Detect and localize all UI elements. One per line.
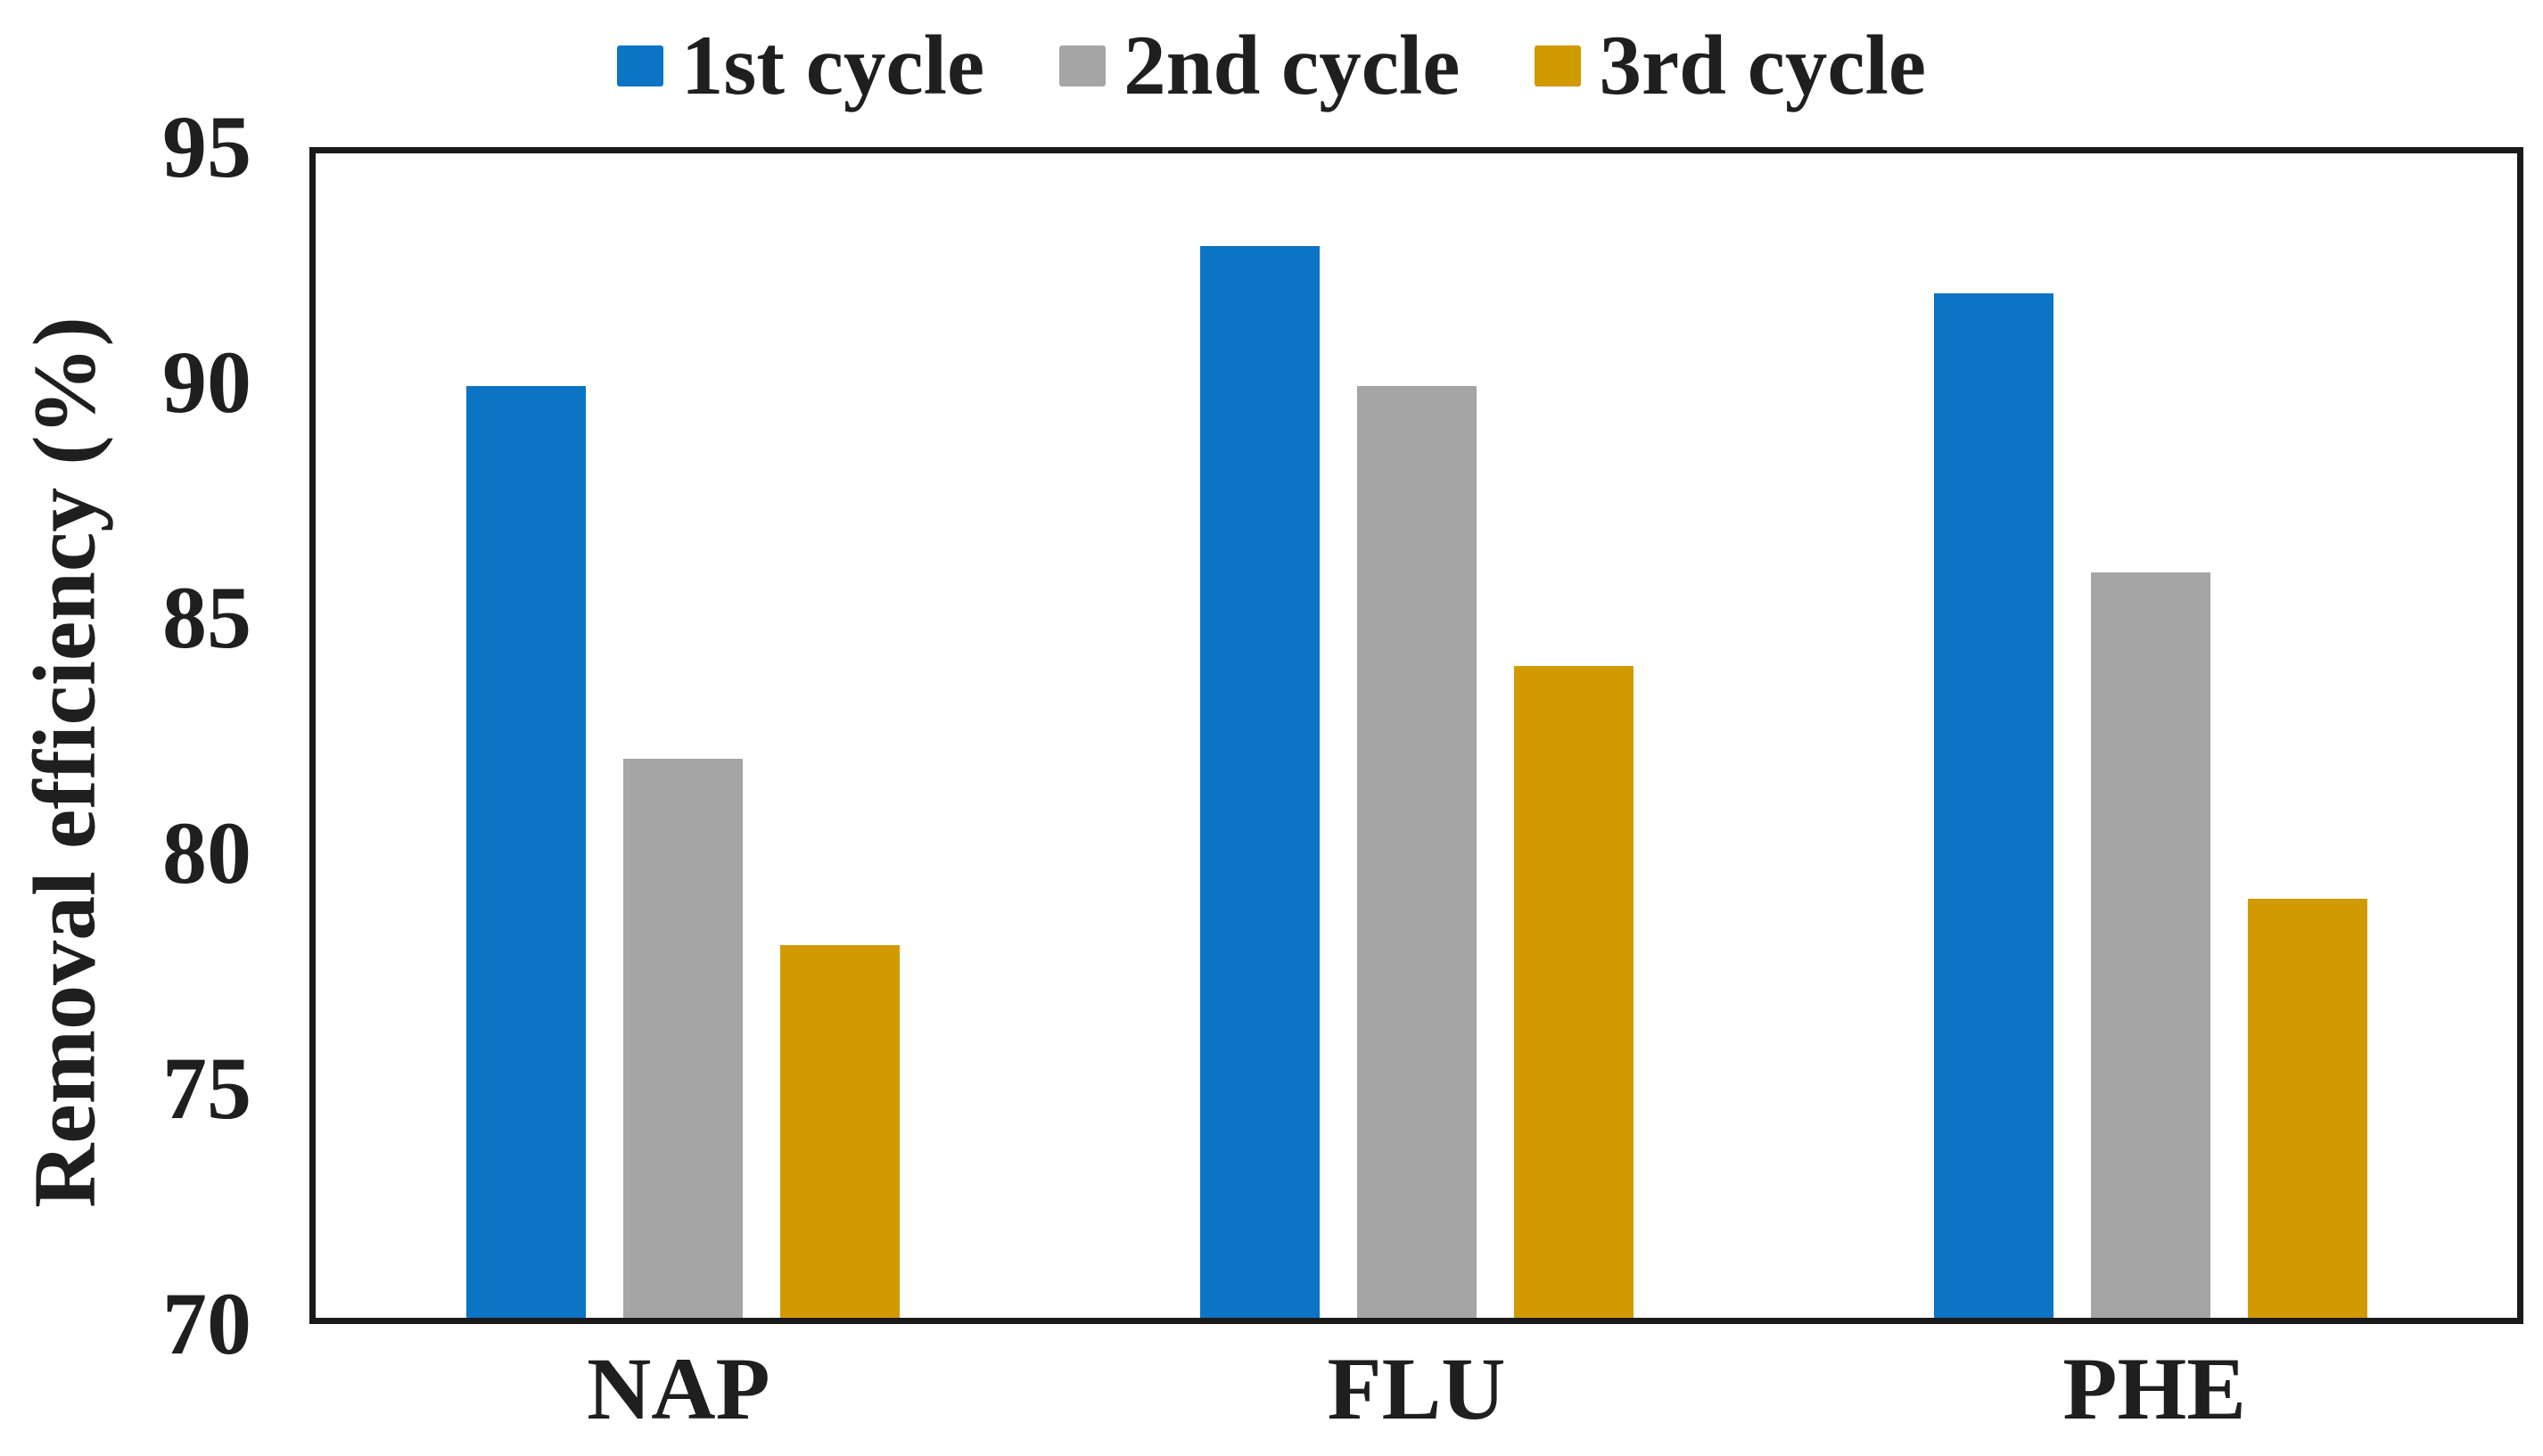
bar-phe-1st-cycle (1933, 292, 2053, 1318)
legend-label-1st-cycle: 1st cycle (680, 18, 985, 112)
legend-item-2nd-cycle: 2nd cycle (1059, 23, 1460, 108)
x-axis-labels: NAP FLU PHE (309, 1345, 2523, 1434)
category-band-nap (316, 153, 1049, 1318)
y-tick-label-75: 75 (162, 1039, 251, 1138)
bar-flu-3rd-cycle (1513, 665, 1634, 1318)
bar-nap-1st-cycle (465, 386, 586, 1318)
y-tick-label-80: 80 (162, 803, 251, 902)
bar-flu-1st-cycle (1199, 246, 1320, 1318)
legend: 1st cycle 2nd cycle 3rd cycle (0, 5, 2543, 126)
category-band-flu (1049, 153, 1783, 1318)
bar-nap-3rd-cycle (779, 945, 900, 1318)
legend-label-3rd-cycle: 3rd cycle (1599, 18, 1927, 112)
x-label-cell-phe: PHE (1785, 1345, 2523, 1434)
legend-swatch-2nd-cycle-icon (1059, 45, 1107, 86)
y-axis-tick-labels: 70 75 80 85 90 95 (0, 103, 251, 1369)
x-label-cell-nap: NAP (309, 1345, 1048, 1434)
x-label-cell-flu: FLU (1048, 1345, 1786, 1434)
plot-area (309, 147, 2523, 1324)
legend-swatch-1st-cycle-icon (616, 45, 663, 86)
bar-nap-2nd-cycle (622, 759, 743, 1318)
category-band-phe (1783, 153, 2517, 1318)
legend-swatch-3rd-cycle-icon (1535, 45, 1582, 86)
bar-phe-3rd-cycle (2247, 898, 2367, 1318)
y-tick-label-95: 95 (162, 97, 251, 196)
legend-item-3rd-cycle: 3rd cycle (1535, 23, 1926, 108)
bar-phe-2nd-cycle (2090, 572, 2210, 1318)
x-axis-label-nap: NAP (587, 1339, 770, 1438)
y-tick-label-85: 85 (162, 568, 251, 667)
y-tick-label-90: 90 (162, 333, 251, 432)
bar-flu-2nd-cycle (1356, 386, 1477, 1318)
legend-item-1st-cycle: 1st cycle (616, 18, 985, 112)
x-axis-label-flu: FLU (1327, 1339, 1506, 1438)
x-axis-label-phe: PHE (2062, 1339, 2246, 1438)
y-tick-label-70: 70 (162, 1274, 251, 1373)
legend-label-2nd-cycle: 2nd cycle (1123, 18, 1461, 112)
